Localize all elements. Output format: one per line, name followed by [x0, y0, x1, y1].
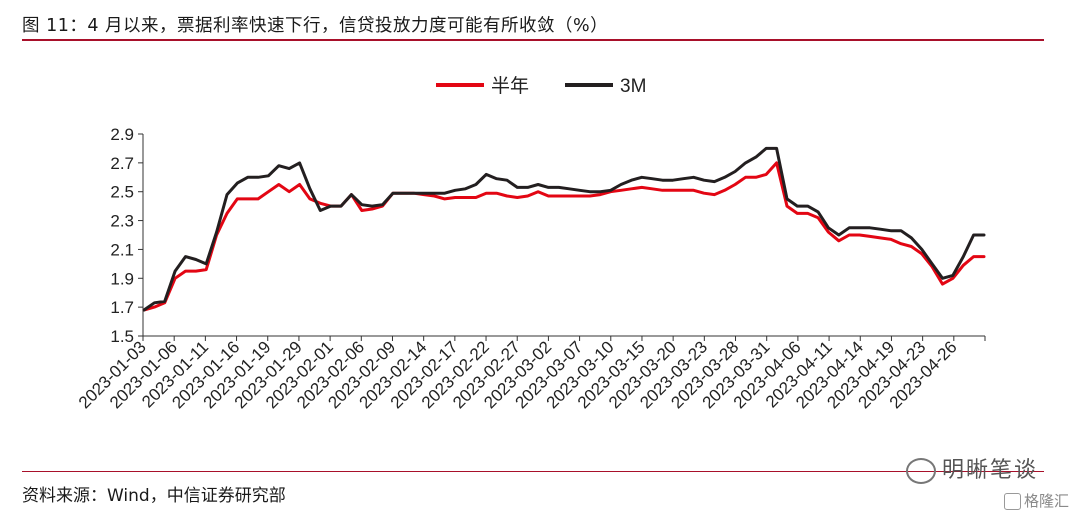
line-chart: 半年 3M 2.92.72.52.32.11.91.71.52023-01-032… [75, 75, 986, 412]
series-line-3m [142, 146, 986, 312]
y-tick-label: 1.5 [110, 327, 134, 346]
y-tick-label: 2.1 [110, 240, 134, 259]
y-tick-label: 1.9 [110, 269, 134, 288]
chart-legend: 半年 3M [436, 75, 646, 97]
y-tick-label: 2.3 [110, 212, 134, 231]
badge-icon [1004, 493, 1021, 510]
footer-divider [22, 471, 1044, 472]
legend-label: 3M [620, 76, 646, 97]
legend-label: 半年 [491, 75, 529, 97]
y-tick-label: 2.9 [110, 125, 134, 144]
series-line-half-year [142, 161, 986, 312]
watermark-text: 明晰笔谈 [942, 458, 1039, 483]
figure-title: 图 11：4 月以来，票据利率快速下行，信贷投放力度可能有所收敛（%） [22, 16, 609, 36]
title-divider [22, 39, 1044, 41]
y-tick-label: 2.5 [110, 183, 134, 202]
source-badge: 格隆汇 [1004, 490, 1069, 511]
chart-series [142, 146, 986, 312]
wechat-icon [906, 458, 936, 484]
source-note: 资料来源：Wind，中信证券研究部 [22, 486, 286, 506]
y-tick-label: 1.7 [110, 298, 134, 317]
badge-text: 格隆汇 [1024, 492, 1070, 510]
y-tick-label: 2.7 [110, 154, 134, 173]
chart-axes: 2.92.72.52.32.11.91.71.52023-01-032023-0… [75, 125, 986, 412]
watermark: 明晰笔谈 [906, 452, 1038, 484]
